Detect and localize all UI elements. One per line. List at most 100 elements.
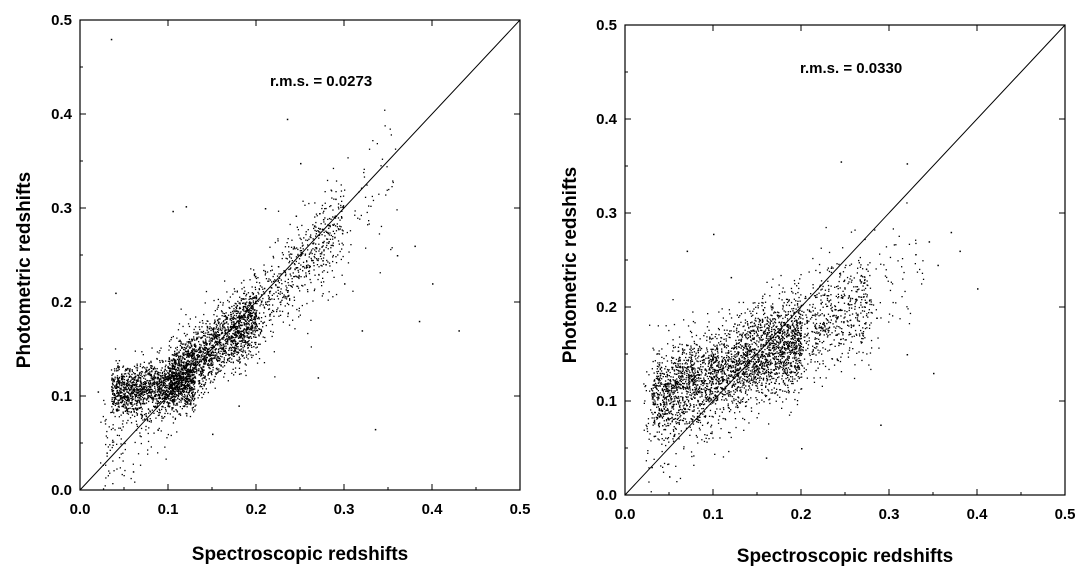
data-point — [258, 293, 260, 295]
data-point — [220, 327, 222, 329]
data-point — [263, 362, 266, 364]
data-point — [771, 314, 773, 317]
data-point — [148, 390, 151, 393]
data-point — [119, 382, 121, 384]
data-point — [738, 324, 741, 326]
data-point — [133, 373, 136, 375]
data-point — [329, 265, 331, 267]
data-point — [168, 370, 171, 372]
data-point — [158, 412, 160, 414]
data-point — [106, 455, 108, 457]
data-point — [182, 377, 185, 379]
data-point — [748, 375, 751, 377]
data-point — [199, 382, 201, 384]
data-point — [161, 406, 163, 408]
data-point — [248, 326, 250, 328]
data-point — [247, 358, 249, 360]
data-point — [193, 399, 195, 402]
data-point — [331, 190, 333, 192]
data-point — [234, 311, 236, 313]
data-point — [184, 358, 186, 360]
data-point — [238, 330, 240, 332]
data-point — [726, 335, 728, 337]
data-point — [176, 402, 178, 404]
data-point — [250, 344, 252, 347]
data-point — [232, 332, 234, 335]
data-point — [302, 244, 304, 246]
data-point — [327, 218, 329, 220]
data-point — [177, 393, 180, 395]
data-point — [233, 355, 235, 357]
data-point — [777, 362, 779, 364]
data-point — [118, 379, 120, 382]
data-point — [779, 350, 782, 352]
data-point — [121, 423, 124, 425]
data-point — [254, 336, 256, 338]
data-point — [309, 278, 311, 281]
data-point — [161, 374, 163, 377]
data-point — [185, 369, 187, 371]
data-point — [115, 396, 117, 398]
data-point — [278, 273, 280, 275]
data-point — [195, 345, 197, 347]
data-point — [279, 291, 282, 293]
data-point — [250, 310, 253, 312]
data-point — [322, 242, 325, 244]
rms-annotation-left: r.m.s. = 0.0273 — [270, 73, 372, 90]
data-point — [333, 232, 336, 235]
data-point — [235, 345, 237, 347]
data-point — [201, 368, 203, 370]
data-point — [234, 339, 236, 341]
data-point — [171, 360, 173, 362]
data-point — [223, 320, 225, 322]
data-point — [707, 363, 710, 365]
data-point — [123, 390, 125, 392]
data-point — [192, 380, 195, 382]
data-point — [184, 381, 186, 383]
data-point — [164, 383, 166, 385]
data-point — [691, 380, 694, 382]
data-point — [757, 327, 759, 330]
data-point — [234, 340, 236, 342]
data-point — [305, 275, 307, 278]
data-point — [191, 349, 193, 352]
data-point — [708, 369, 710, 371]
data-point — [148, 383, 150, 385]
data-point — [319, 231, 321, 233]
data-point — [115, 368, 118, 370]
data-point — [185, 381, 187, 383]
data-point — [255, 315, 257, 317]
data-point — [170, 383, 172, 385]
data-point — [142, 401, 144, 403]
data-point — [160, 393, 162, 395]
data-point — [298, 310, 300, 312]
data-point — [254, 343, 257, 346]
data-point — [137, 389, 140, 391]
data-point — [134, 397, 137, 399]
data-point — [310, 346, 312, 348]
data-point — [139, 371, 141, 374]
data-point — [194, 392, 196, 394]
data-point — [126, 400, 129, 402]
data-point — [219, 323, 221, 325]
data-point — [740, 340, 742, 343]
x-tick-label: 0.2 — [246, 501, 267, 518]
data-point — [792, 371, 794, 373]
data-point — [182, 369, 184, 372]
data-point — [232, 340, 234, 343]
data-point — [197, 333, 199, 335]
data-point — [254, 329, 256, 331]
data-point — [159, 378, 161, 380]
data-point — [296, 276, 298, 278]
data-point — [175, 362, 178, 364]
data-point — [167, 433, 169, 436]
data-point — [233, 308, 235, 310]
data-point — [223, 348, 225, 350]
data-point — [204, 338, 207, 340]
data-point — [135, 386, 137, 388]
data-point — [213, 330, 215, 333]
data-point — [135, 420, 137, 422]
data-point — [174, 378, 176, 380]
data-point — [181, 346, 183, 348]
data-point — [184, 366, 186, 368]
